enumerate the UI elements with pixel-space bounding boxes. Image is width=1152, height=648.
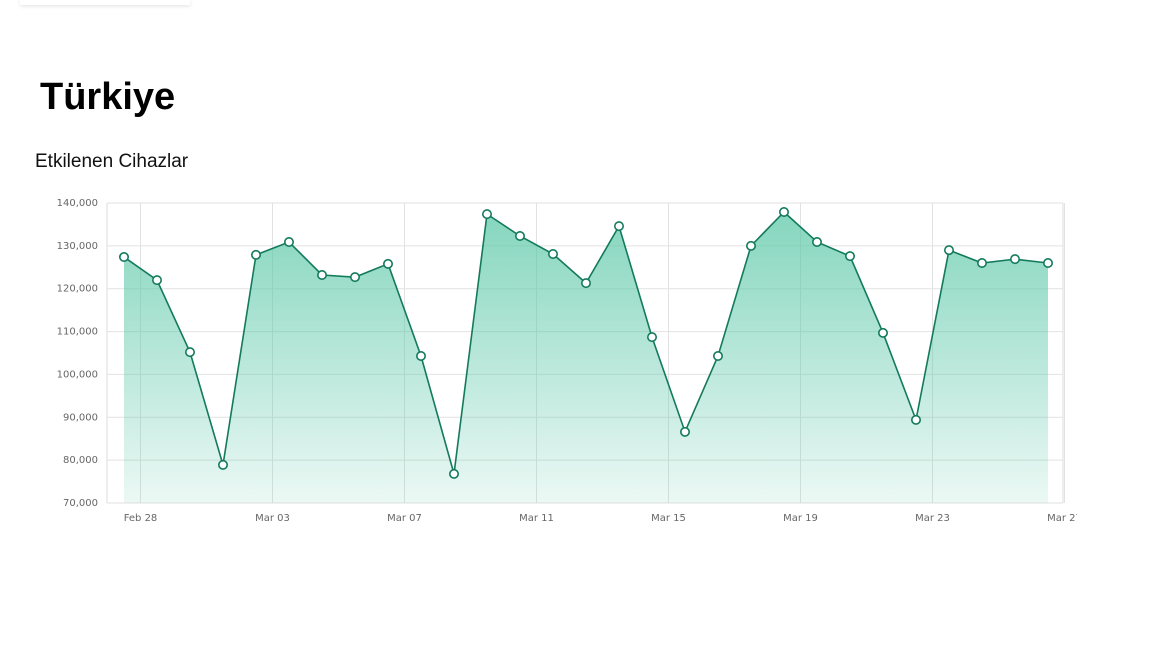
data-point xyxy=(481,209,492,220)
data-point xyxy=(382,258,393,269)
y-tick-label: 130,000 xyxy=(57,241,98,252)
y-tick-label: 90,000 xyxy=(63,412,98,423)
y-tick-label: 80,000 xyxy=(63,455,98,466)
x-tick-label: Mar 19 xyxy=(783,513,818,524)
data-point xyxy=(547,249,558,260)
data-point xyxy=(646,332,657,343)
data-point xyxy=(844,251,855,262)
data-point xyxy=(349,272,360,283)
data-point xyxy=(712,350,723,361)
data-point xyxy=(152,275,163,286)
x-tick-label: Mar 11 xyxy=(519,513,554,524)
x-tick-label: Mar 27 xyxy=(1047,513,1077,524)
y-tick-label: 110,000 xyxy=(57,327,98,338)
data-point xyxy=(877,327,888,338)
data-point xyxy=(910,414,921,425)
data-point xyxy=(1009,254,1020,265)
chart-subtitle: Etkilenen Cihazlar xyxy=(35,151,189,172)
data-point xyxy=(1043,257,1054,268)
data-point xyxy=(976,257,987,268)
data-point xyxy=(185,347,196,358)
y-tick-label: 100,000 xyxy=(57,369,98,380)
y-tick-label: 120,000 xyxy=(57,284,98,295)
data-point xyxy=(448,468,459,479)
data-point xyxy=(514,231,525,242)
data-point xyxy=(119,252,130,263)
data-point xyxy=(811,237,822,248)
data-point xyxy=(580,278,591,289)
y-tick-label: 140,000 xyxy=(57,198,98,209)
y-tick-label: 70,000 xyxy=(63,498,98,509)
data-point xyxy=(316,269,327,280)
x-tick-label: Feb 28 xyxy=(124,513,158,524)
x-tick-label: Mar 15 xyxy=(651,513,686,524)
data-point xyxy=(251,249,262,260)
data-point xyxy=(943,245,954,256)
x-tick-label: Mar 07 xyxy=(387,513,422,524)
data-point xyxy=(283,237,294,248)
x-tick-label: Mar 03 xyxy=(255,513,290,524)
data-point xyxy=(745,240,756,251)
data-point xyxy=(415,350,426,361)
page-title: Türkiye xyxy=(40,76,176,118)
data-point xyxy=(218,459,229,470)
data-point xyxy=(679,426,690,437)
chart: 70,000 80,000 90,000 100,000 110,000 120,000 1… xyxy=(57,198,1077,524)
data-point xyxy=(778,207,789,218)
x-tick-label: Mar 23 xyxy=(915,513,950,524)
data-point xyxy=(613,221,624,232)
area-fill xyxy=(124,212,1048,503)
